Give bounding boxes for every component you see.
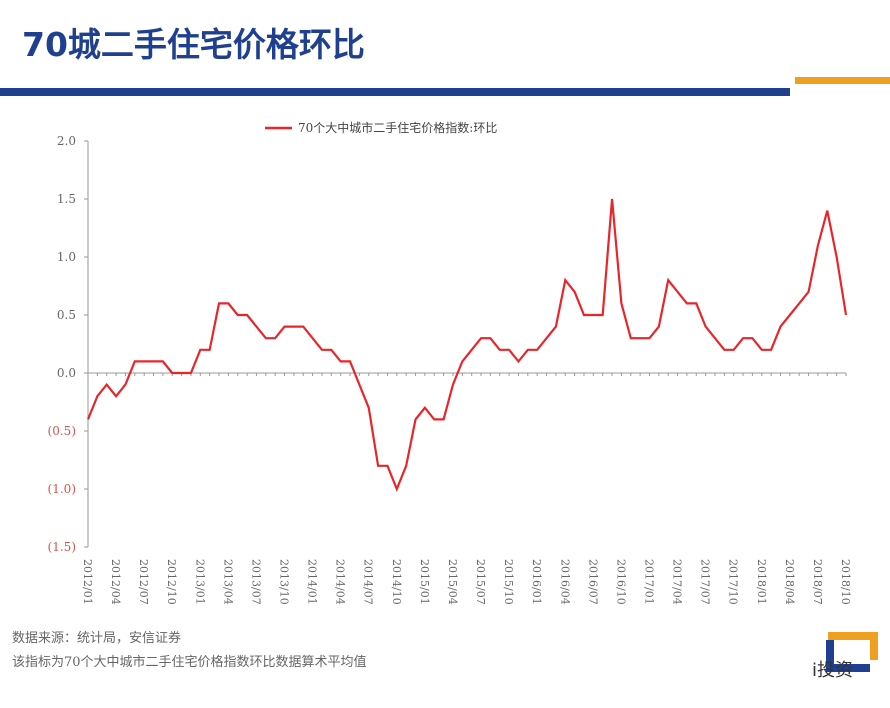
x-tick-label: 2013/04 — [221, 559, 234, 605]
y-tick-label: 1.5 — [57, 192, 76, 206]
x-tick-label: 2013/10 — [278, 559, 291, 605]
y-tick-label: 0.5 — [57, 308, 76, 322]
x-tick-label: 2018/07 — [811, 559, 824, 605]
x-tick-label: 2016/04 — [558, 559, 571, 605]
x-tick-label: 2018/10 — [839, 559, 852, 605]
x-tick-label: 2014/04 — [334, 559, 347, 605]
y-tick-label: (1.5) — [48, 540, 76, 554]
chart-title: 70城二手住宅价格环比 — [22, 25, 365, 64]
watermark: i投资 — [812, 660, 853, 681]
legend-label: 70个大中城市二手住宅价格指数:环比 — [298, 120, 497, 135]
y-tick-label: 1.0 — [57, 250, 76, 264]
line-series — [86, 198, 848, 492]
x-tick-label: 2012/07 — [137, 559, 150, 605]
x-tick-label: 2015/01 — [418, 559, 431, 605]
x-tick-label: 2016/01 — [530, 559, 543, 605]
x-tick-label: 2014/07 — [362, 559, 375, 605]
x-tick-label: 2016/10 — [614, 559, 627, 605]
x-tick-label: 2012/01 — [81, 559, 94, 605]
x-tick-label: 2013/01 — [193, 559, 206, 605]
x-tick-label: 2018/01 — [755, 559, 768, 605]
x-tick-label: 2017/01 — [642, 559, 655, 605]
x-tick-label: 2012/04 — [109, 559, 122, 605]
logo — [826, 632, 878, 672]
x-tick-label: 2012/10 — [165, 559, 178, 605]
header-bar — [0, 88, 790, 96]
y-tick-label: (1.0) — [48, 482, 76, 496]
x-tick-label: 2018/04 — [783, 559, 796, 605]
x-tick-label: 2015/10 — [502, 559, 515, 605]
x-tick-label: 2015/07 — [474, 559, 487, 605]
x-tick-label: 2015/04 — [446, 559, 459, 605]
source: 数据来源：统计局，安信证券 — [12, 630, 181, 646]
y-tick-label: 2.0 — [57, 134, 76, 148]
x-tick-label: 2016/07 — [586, 559, 599, 605]
y-tick-label: 0.0 — [57, 366, 76, 380]
header-accent — [795, 77, 890, 84]
x-tick-label: 2017/07 — [699, 559, 712, 605]
note: 该指标为70个大中城市二手住宅价格指数环比数据算术平均值 — [12, 654, 367, 670]
x-tick-label: 2017/04 — [671, 559, 684, 605]
y-tick-label: (0.5) — [48, 424, 76, 438]
x-tick-label: 2013/07 — [249, 559, 262, 605]
x-tick-label: 2014/10 — [390, 559, 403, 605]
x-tick-label: 2014/01 — [306, 559, 319, 605]
x-tick-label: 2017/10 — [727, 559, 740, 605]
